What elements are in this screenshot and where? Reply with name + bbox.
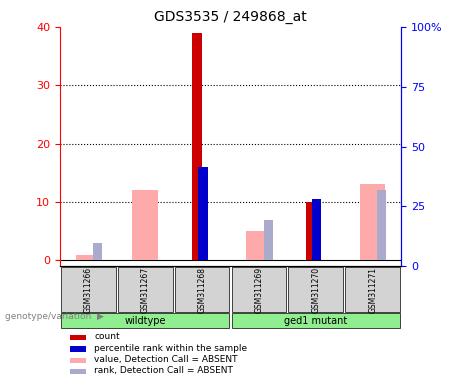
Bar [246, 231, 272, 260]
FancyBboxPatch shape [61, 268, 116, 312]
Text: rank, Detection Call = ABSENT: rank, Detection Call = ABSENT [94, 366, 233, 376]
Bar [192, 33, 201, 260]
Text: count: count [94, 332, 120, 341]
Text: wildtype: wildtype [124, 316, 166, 326]
Bar [132, 190, 158, 260]
Bar [377, 190, 386, 260]
Bar [93, 243, 102, 260]
Bar [199, 167, 208, 260]
Text: genotype/variation  ▶: genotype/variation ▶ [5, 312, 103, 321]
Bar [70, 358, 85, 363]
Text: GSM311269: GSM311269 [254, 267, 263, 313]
FancyBboxPatch shape [61, 313, 230, 328]
Text: GSM311267: GSM311267 [141, 267, 150, 313]
Text: GSM311266: GSM311266 [84, 267, 93, 313]
Text: GSM311270: GSM311270 [311, 267, 320, 313]
Text: value, Detection Call = ABSENT: value, Detection Call = ABSENT [94, 355, 237, 364]
Bar [306, 202, 315, 260]
Bar [264, 220, 273, 260]
FancyBboxPatch shape [289, 268, 343, 312]
FancyBboxPatch shape [175, 268, 230, 312]
Bar [70, 346, 85, 351]
FancyBboxPatch shape [231, 313, 400, 328]
Title: GDS3535 / 249868_at: GDS3535 / 249868_at [154, 10, 307, 25]
Bar [360, 184, 385, 260]
Text: GSM311268: GSM311268 [198, 267, 207, 313]
FancyBboxPatch shape [231, 268, 286, 312]
Text: percentile rank within the sample: percentile rank within the sample [94, 344, 247, 353]
Text: GSM311271: GSM311271 [368, 267, 377, 313]
Bar [70, 335, 85, 340]
Bar [76, 255, 101, 260]
Bar [70, 369, 85, 374]
Text: ged1 mutant: ged1 mutant [284, 316, 348, 326]
FancyBboxPatch shape [118, 268, 172, 312]
Bar [312, 199, 321, 260]
FancyBboxPatch shape [345, 268, 400, 312]
